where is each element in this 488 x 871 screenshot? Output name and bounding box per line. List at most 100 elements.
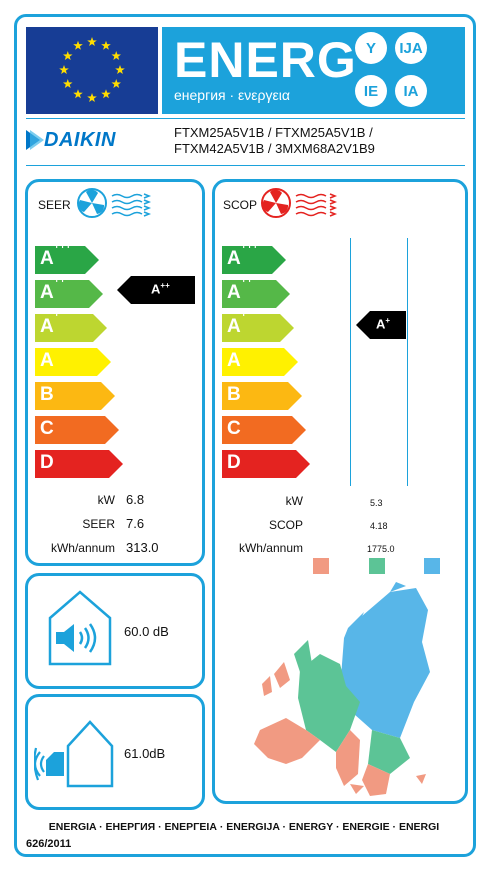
outdoor-unit-speaker-icon (34, 720, 114, 788)
seer-class-plus: ++ (160, 281, 170, 290)
seer-class-bar: A++ (35, 275, 103, 308)
cooling-fan-icon (77, 188, 152, 218)
scop-class-bar: A (222, 348, 298, 376)
indoor-unit-speaker-icon (48, 590, 112, 666)
brand-name: DAIKIN (44, 129, 116, 151)
eu-star (111, 51, 121, 60)
energy-subtitle: енергия · ενεργεια (174, 87, 290, 103)
eu-star (101, 89, 111, 99)
cool-value-seer: 7.6 (126, 516, 145, 531)
eu-flag (26, 27, 158, 114)
footer-regulation: 626/2011 (26, 838, 72, 850)
brand-section: DAIKIN FTXM25A5V1B / FTXM25A5V1B / FTXM4… (26, 118, 465, 166)
scop-class-letter: C (227, 418, 241, 439)
seer-class-bar: B (35, 382, 115, 410)
europe-climate-map (254, 582, 430, 796)
seer-class-bar: D (35, 450, 123, 478)
seer-class-letter: A (151, 281, 161, 297)
seer-class-letter: A (40, 316, 54, 337)
scop-class-bar: A+++ (222, 241, 286, 274)
language-badge: IE (355, 75, 387, 107)
eu-star (101, 40, 111, 50)
scop-class-plus: ++ (240, 274, 253, 286)
seer-class-letter: A (40, 350, 54, 371)
heat-label-kwh: kWh/annum (238, 541, 303, 555)
scop-class-plus: +++ (240, 240, 259, 252)
models-line-1: FTXM25A5V1B / FTXM25A5V1B / (174, 125, 373, 140)
scop-class-bar: B (222, 382, 302, 410)
scop-class-bar: D (222, 450, 310, 478)
seer-class-plus: + (53, 308, 60, 320)
eu-star (59, 65, 69, 74)
heat-value-kwh: 1775.0 (367, 544, 395, 554)
label-frame (14, 14, 476, 857)
heating-fan-icon (261, 188, 338, 218)
seer-class-bar: C (35, 416, 119, 444)
language-badge: IA (395, 75, 427, 107)
heating-panel (212, 179, 468, 804)
eu-star (87, 37, 97, 46)
cool-label-kw: kW (97, 493, 115, 507)
cool-label-kwh: kWh/annum (50, 541, 115, 555)
heat-label-kw: kW (285, 494, 303, 508)
scop-class-indicator: A+ (356, 311, 406, 339)
seer-class-letter: B (40, 384, 54, 405)
zone-warmer-swatch (313, 558, 329, 574)
energy-header: ENERG енергия · ενεργεια Y IJA IE IA (162, 27, 465, 114)
eu-star (87, 93, 97, 102)
scop-class-letter: A (227, 282, 241, 303)
heat-value-scop: 4.18 (370, 521, 388, 531)
scop-class-letter: A (376, 316, 386, 332)
model-numbers: FTXM25A5V1B / FTXM25A5V1B / FTXM42A5V1B … (174, 125, 375, 157)
heat-value-kw: 5.3 (370, 498, 383, 508)
footer-languages: ENERGIA · ЕНЕРГИЯ · ΕΝΕΡΓΕΙΑ · ENERGIJA … (48, 821, 440, 833)
zone-divider (350, 238, 351, 486)
language-badge: Y (355, 32, 387, 64)
scop-class-plus: + (385, 316, 391, 325)
scop-class-letter: A (227, 248, 241, 269)
cool-value-kw: 6.8 (126, 492, 145, 507)
seer-class-indicator: A++ (117, 276, 195, 304)
seer-class-plus: ++ (53, 274, 66, 286)
outdoor-noise-value: 61.0dB (124, 746, 166, 761)
seer-class-letter: A (40, 282, 54, 303)
eu-star (73, 40, 83, 50)
indoor-noise-value: 60.0 dB (124, 624, 169, 639)
eu-star (111, 79, 121, 88)
eu-stars-icon (59, 37, 125, 102)
eu-star (63, 51, 73, 60)
outdoor-noise-panel (25, 694, 205, 810)
seer-class-bar: A (35, 348, 111, 376)
language-badge: IJA (395, 32, 427, 64)
seer-title: SEER (38, 198, 71, 212)
cooling-panel (25, 179, 205, 566)
eu-star (115, 65, 125, 74)
energy-title: ENERG (174, 32, 357, 88)
zone-divider (407, 238, 408, 486)
seer-class-letter: A (40, 248, 54, 269)
seer-class-letter: C (40, 418, 54, 439)
seer-class-bar: A+ (35, 309, 107, 342)
scop-class-letter: A (227, 316, 241, 337)
daikin-logo-icon (26, 130, 44, 150)
seer-class-letter: D (40, 452, 54, 473)
eu-star (63, 79, 73, 88)
eu-star (73, 89, 83, 99)
zone-average-swatch (369, 558, 385, 574)
zone-colder-swatch (424, 558, 440, 574)
seer-class-plus: +++ (53, 240, 72, 252)
cool-label-seer: SEER (82, 517, 115, 531)
scop-class-plus: + (240, 308, 247, 320)
scop-class-letter: D (227, 452, 241, 473)
heat-label-scop: SCOP (268, 518, 303, 532)
models-line-2: FTXM42A5V1B / 3MXM68A2V1B9 (174, 141, 375, 156)
seer-class-bar: A+++ (35, 241, 99, 274)
scop-class-bar: C (222, 416, 306, 444)
indoor-noise-panel (25, 573, 205, 689)
scop-class-letter: B (227, 384, 241, 405)
scop-class-bar: A++ (222, 275, 290, 308)
cool-value-kwh: 313.0 (126, 540, 159, 555)
scop-class-letter: A (227, 350, 241, 371)
scop-class-bar: A+ (222, 309, 294, 342)
scop-title: SCOP (223, 198, 258, 212)
